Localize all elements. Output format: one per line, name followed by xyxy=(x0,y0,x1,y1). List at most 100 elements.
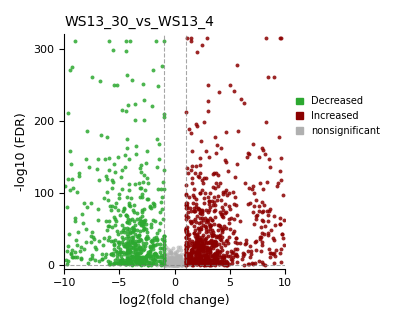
Point xyxy=(98,132,104,137)
Point xyxy=(272,253,278,258)
Point xyxy=(172,261,178,267)
Point xyxy=(170,260,176,265)
Point xyxy=(226,191,232,196)
Point xyxy=(194,244,200,249)
Point xyxy=(126,181,132,186)
Point xyxy=(138,250,145,255)
Point xyxy=(189,257,196,262)
Point xyxy=(118,234,125,240)
Point xyxy=(141,225,147,231)
Point xyxy=(197,207,204,212)
Point xyxy=(111,260,117,266)
Point xyxy=(128,195,134,200)
Point xyxy=(211,261,217,266)
Point xyxy=(219,255,225,260)
Point xyxy=(124,248,130,253)
Point xyxy=(262,224,268,229)
Point xyxy=(198,238,205,243)
Point xyxy=(163,244,170,250)
Point xyxy=(170,260,177,266)
Point xyxy=(212,252,218,258)
Point xyxy=(184,35,190,40)
Point xyxy=(216,262,222,267)
Point xyxy=(160,39,167,44)
Point xyxy=(117,212,123,217)
Point xyxy=(101,195,107,200)
Point xyxy=(68,251,74,257)
Point xyxy=(146,244,153,249)
Point xyxy=(120,249,126,254)
Point xyxy=(200,196,207,201)
Point xyxy=(168,261,174,266)
Point xyxy=(202,230,209,235)
Point xyxy=(199,260,206,265)
Point xyxy=(127,231,133,236)
Point xyxy=(206,155,212,160)
Point xyxy=(128,260,135,265)
Point xyxy=(107,260,113,265)
Point xyxy=(172,255,179,260)
Point xyxy=(160,237,167,242)
Point xyxy=(179,260,186,265)
Point xyxy=(160,258,166,263)
Point xyxy=(208,241,214,246)
Point xyxy=(124,241,131,246)
Point xyxy=(190,200,196,205)
Point xyxy=(271,237,277,242)
Point xyxy=(166,262,172,267)
Point xyxy=(189,181,195,186)
Point xyxy=(182,252,189,258)
Point xyxy=(168,247,174,252)
Point xyxy=(110,48,116,53)
Point xyxy=(198,260,204,265)
Point xyxy=(142,241,149,246)
Point xyxy=(207,237,214,242)
Point xyxy=(223,159,229,165)
Point xyxy=(219,228,226,233)
Point xyxy=(160,180,166,185)
Point xyxy=(143,256,150,261)
Point xyxy=(202,262,208,267)
Point xyxy=(74,254,80,259)
Point xyxy=(105,223,111,228)
Point xyxy=(164,252,170,257)
Point xyxy=(226,82,233,87)
Point xyxy=(154,262,160,267)
Point xyxy=(237,219,244,224)
Point xyxy=(177,253,184,258)
Point xyxy=(217,232,224,238)
Point xyxy=(126,204,133,209)
Point xyxy=(138,262,144,267)
Point xyxy=(184,245,190,250)
Point xyxy=(112,217,118,222)
Point xyxy=(209,233,215,239)
Point xyxy=(182,260,188,265)
Point xyxy=(212,202,218,207)
Point xyxy=(176,244,183,250)
Point xyxy=(176,255,183,260)
Point xyxy=(64,110,71,116)
Point xyxy=(116,195,123,200)
Point xyxy=(169,262,176,267)
Point xyxy=(203,253,209,258)
Point xyxy=(200,246,206,251)
Point xyxy=(103,219,109,224)
Point xyxy=(270,213,277,219)
Point xyxy=(193,261,200,267)
Point xyxy=(144,262,151,267)
Point xyxy=(234,260,240,265)
Point xyxy=(256,259,262,264)
Point xyxy=(198,247,205,252)
Point xyxy=(194,253,201,259)
Point xyxy=(258,234,264,239)
Point xyxy=(175,262,181,268)
Point xyxy=(264,180,270,185)
Point xyxy=(195,206,201,211)
Point xyxy=(205,218,211,223)
Point xyxy=(149,257,156,262)
Point xyxy=(250,183,256,188)
Point xyxy=(96,259,103,264)
Point xyxy=(138,258,145,263)
Point xyxy=(220,255,227,260)
Point xyxy=(227,253,233,258)
